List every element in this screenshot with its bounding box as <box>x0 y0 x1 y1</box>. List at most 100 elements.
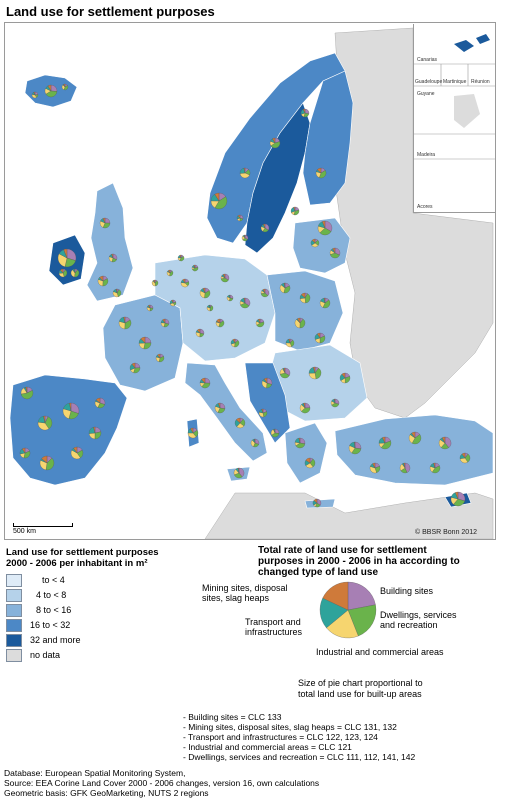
legend-pie-label-dwellings-2: and recreation <box>380 620 438 630</box>
map-pie-slice <box>433 462 436 469</box>
map-pie-slice <box>153 279 156 284</box>
scale-bar: 500 km <box>13 523 73 535</box>
region-poland <box>266 270 344 352</box>
legend-pie-heading-2: purposes in 2000 - 2006 in ha according … <box>258 556 460 567</box>
legend-pie-chart <box>319 581 377 639</box>
map-pie-slice <box>182 278 186 284</box>
legend-class-row: 4 to < 8 <box>6 588 236 602</box>
legend-classes-heading-2: 2000 - 2006 per inhabitant in m² <box>6 558 148 569</box>
map-pie-slice <box>441 436 446 444</box>
map-pie-slice <box>218 402 221 409</box>
legend-swatch <box>6 603 22 617</box>
legend-class-label: 4 to < 8 <box>36 590 67 600</box>
copyright: © BBSR Bonn 2012 <box>415 529 477 536</box>
legend-swatch <box>6 633 22 647</box>
legend-pie: Total rate of land use for settlement pu… <box>258 545 508 578</box>
legend-swatch <box>6 588 22 602</box>
legend-class-label: no data <box>30 650 61 660</box>
legend-class-label: to < 4 <box>42 575 65 585</box>
map-pie-slice <box>372 462 376 469</box>
map-pie-slice <box>63 83 66 88</box>
legend-swatch <box>6 618 22 632</box>
legend-class-label: 16 to < 32 <box>30 620 71 630</box>
map-pie-slice <box>167 269 171 274</box>
map-area: Canarias Guadeloupe Martinique Réunion G… <box>4 22 496 540</box>
map-pie-slice <box>99 275 104 282</box>
legend-class-row: 16 to < 32 <box>6 618 236 632</box>
map-pie-slice <box>411 431 416 439</box>
map-pie-slice <box>232 338 236 344</box>
legend-pie-label-industrial-1: Industrial and commercial areas <box>316 647 444 657</box>
scale-label: 500 km <box>13 528 36 535</box>
map-pie-slice <box>102 217 106 224</box>
inset-label-madeira: Madeira <box>417 152 436 158</box>
map-pie-slice <box>20 390 34 400</box>
map-pie-slice <box>382 436 386 444</box>
inset-label-guyane: Guyane <box>417 91 435 97</box>
pie-layer <box>19 83 471 508</box>
legend-class-row: to < 4 <box>6 573 236 587</box>
region-baltics <box>292 217 351 274</box>
legend-pie-label-transport: Transport and infrastructures <box>245 617 302 637</box>
map-pie-slice <box>262 288 266 294</box>
map-pie-slice <box>272 137 276 144</box>
legend-pie-slice <box>347 581 376 611</box>
legend-class-label: 32 and more <box>30 635 81 645</box>
legend-class-row: no data <box>6 648 236 662</box>
map-pie-slice <box>284 282 286 289</box>
clc-codes: - Building sites = CLC 133 - Mining site… <box>183 712 415 762</box>
map-pie-slice <box>354 441 356 449</box>
map-pie-slice <box>317 332 321 339</box>
legend-pie-label-building-1: Building sites <box>380 586 434 596</box>
clc-code-line: - Mining sites, disposal sites, slag hea… <box>183 722 397 732</box>
legend-swatch <box>6 648 22 662</box>
legend-pie-label-dwellings: Dwellings, services and recreation <box>380 610 457 630</box>
map-pie-slice <box>69 402 72 412</box>
map-title: Land use for settlement purposes <box>6 4 215 19</box>
inset-overseas: Canarias Guadeloupe Martinique Réunion G… <box>413 24 495 213</box>
pie-size-note: Size of pie chart proportional to total … <box>298 678 423 700</box>
map-pie-slice <box>202 287 206 294</box>
clc-code-line: - Transport and infrastructures = CLC 12… <box>183 732 378 742</box>
map-pie-slice <box>148 304 151 309</box>
map-pie-slice <box>301 292 306 299</box>
map-pie-slice <box>63 248 68 259</box>
map-pie-slice <box>298 437 301 444</box>
map-pie-slice <box>305 457 311 464</box>
map-pie-slice <box>33 91 36 96</box>
map-pie-slice <box>93 426 96 434</box>
clc-code-line: - Dwellings, services and recreation = C… <box>183 752 416 762</box>
legend-pie-diagram: Mining sites, disposal sites, slag heaps… <box>180 575 510 685</box>
map-pie-slice <box>243 167 246 174</box>
legend-pie-svg <box>319 581 377 639</box>
map-pie-slice <box>243 297 246 304</box>
region-balkans <box>244 362 291 444</box>
map-pie-slice <box>214 192 220 202</box>
map-pie-slice <box>263 223 266 229</box>
map-pie-slice <box>123 316 126 324</box>
map-pie-slice <box>258 318 261 324</box>
legend-pie-label-mining: Mining sites, disposal sites, slag heaps <box>202 583 288 603</box>
map-pie-slice <box>455 491 459 500</box>
source-line: Source: EEA Corine Land Cover 2000 - 200… <box>4 778 320 788</box>
map-pie-slice <box>236 417 241 424</box>
map-pie-slice <box>461 452 466 459</box>
legend-pie-label-transport-2: infrastructures <box>245 627 303 637</box>
map-pie-slice <box>288 338 291 344</box>
map-pie-slice <box>302 108 306 114</box>
map-pie-slice <box>323 297 326 304</box>
legend-pie-label-transport-1: Transport and <box>245 617 301 627</box>
map-pie-slice <box>21 447 26 454</box>
legend-classes: Land use for settlement purposes 2000 - … <box>6 547 236 662</box>
map-pie-slice <box>47 84 52 92</box>
map-pie-slice <box>190 427 194 434</box>
map-pie-slice <box>193 264 196 269</box>
map-pie-slice <box>25 386 28 394</box>
source-notes: Database: European Spatial Monitoring Sy… <box>4 768 319 798</box>
map-pie-slice <box>254 438 256 444</box>
map-pie-slice <box>312 366 316 374</box>
map-pie-slice <box>332 247 336 254</box>
region-sweden <box>244 102 311 254</box>
map-pie-slice <box>237 214 241 219</box>
map-pie-slice <box>111 253 114 259</box>
